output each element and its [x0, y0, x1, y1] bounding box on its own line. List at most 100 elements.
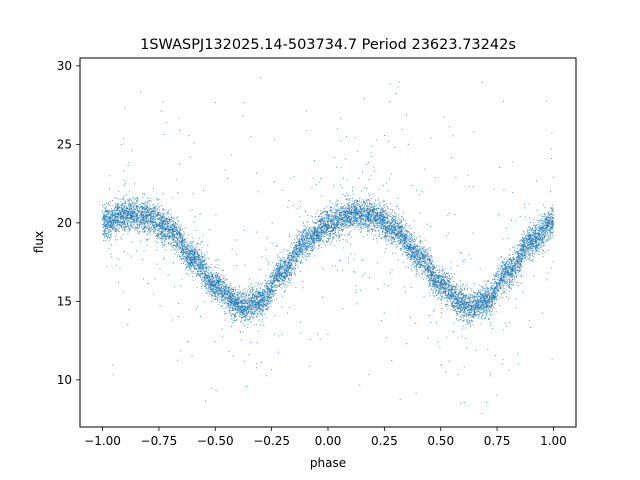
data-point [156, 234, 158, 236]
data-point [179, 225, 181, 227]
data-point [248, 304, 250, 306]
data-point [390, 218, 392, 220]
data-point [148, 221, 150, 223]
data-point [424, 255, 426, 257]
data-point [442, 275, 444, 277]
data-point [230, 306, 232, 308]
data-point [254, 311, 256, 313]
data-point [413, 249, 415, 251]
data-point [490, 301, 492, 303]
data-point [300, 241, 302, 243]
data-point [390, 221, 392, 223]
data-point [508, 298, 510, 300]
data-point [328, 215, 330, 217]
data-point [293, 248, 295, 250]
data-point [219, 301, 221, 303]
data-point [447, 280, 449, 282]
data-point [109, 200, 111, 202]
data-point [343, 213, 345, 215]
data-point [356, 220, 358, 222]
data-point [514, 270, 516, 272]
data-point [475, 304, 477, 306]
data-point [210, 272, 212, 274]
data-point [547, 249, 549, 251]
data-point [160, 234, 162, 236]
data-point [320, 225, 322, 227]
data-point [296, 207, 298, 209]
data-point [125, 201, 127, 203]
data-point [452, 289, 454, 291]
data-point [294, 245, 296, 247]
data-point [343, 247, 345, 249]
data-point [464, 304, 466, 306]
data-point [289, 280, 291, 282]
data-point [546, 223, 548, 225]
data-point [424, 249, 426, 251]
data-point [159, 221, 161, 223]
data-point [237, 298, 239, 300]
data-point [205, 269, 207, 271]
data-point [349, 224, 351, 226]
data-point [447, 282, 449, 284]
data-point [445, 291, 447, 293]
data-point [462, 309, 464, 311]
data-point [142, 220, 144, 222]
data-point [168, 216, 170, 218]
data-point [384, 220, 386, 221]
data-point [231, 318, 233, 320]
data-point [280, 262, 282, 264]
data-point [323, 242, 325, 244]
data-point [274, 272, 276, 274]
data-point [193, 258, 195, 260]
data-point [444, 283, 446, 285]
data-point [446, 299, 448, 301]
data-point [422, 249, 424, 251]
data-point [276, 246, 278, 248]
data-point [129, 210, 131, 212]
data-point [127, 227, 129, 229]
data-point [243, 300, 245, 302]
data-point [347, 208, 349, 210]
data-point [246, 317, 248, 319]
data-point [536, 246, 538, 248]
data-point [302, 235, 304, 237]
data-point [207, 276, 209, 278]
data-point [440, 285, 442, 287]
data-point [270, 297, 272, 299]
data-point [434, 281, 436, 283]
data-point [460, 318, 462, 320]
data-point [433, 290, 435, 292]
data-point [304, 247, 306, 249]
data-point [428, 247, 430, 249]
data-point [351, 218, 353, 220]
data-point [459, 311, 461, 313]
data-point [523, 239, 525, 241]
data-point [326, 213, 328, 215]
data-point [205, 271, 207, 273]
data-point [183, 244, 185, 246]
data-point [267, 300, 269, 302]
data-point [130, 209, 132, 211]
data-point [508, 266, 510, 268]
data-point [461, 298, 463, 300]
data-point [281, 268, 283, 270]
data-point [193, 271, 195, 273]
data-point [452, 284, 454, 286]
data-point [223, 282, 225, 284]
data-point [202, 261, 204, 263]
data-point [126, 213, 128, 215]
data-point [443, 271, 445, 273]
data-point [242, 308, 244, 310]
data-point [257, 310, 259, 312]
data-point [291, 254, 293, 256]
data-point [280, 268, 282, 270]
data-point [389, 229, 391, 231]
data-point [519, 258, 521, 260]
data-point [248, 301, 250, 303]
data-point [524, 253, 526, 255]
data-point [373, 234, 375, 236]
data-point [165, 228, 167, 230]
data-point [439, 286, 441, 288]
data-point [216, 275, 218, 277]
data-point [486, 314, 488, 316]
